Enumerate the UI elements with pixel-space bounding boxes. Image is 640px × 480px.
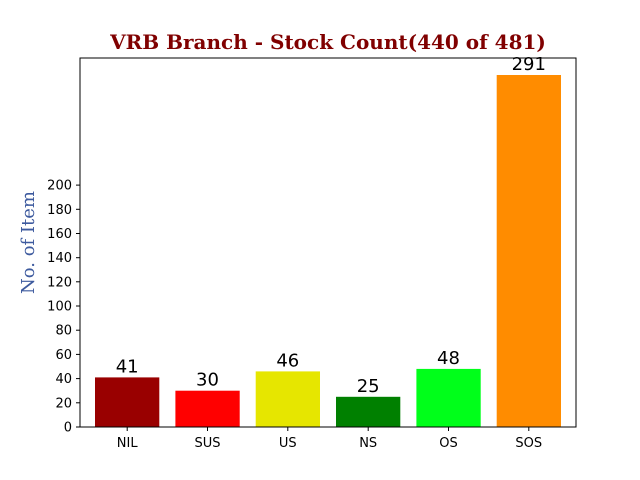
- bar-os: [416, 368, 481, 427]
- bar-nil: [95, 377, 160, 427]
- y-tick-label: 60: [55, 348, 72, 363]
- data-label-sos: 291: [512, 54, 546, 75]
- data-label-nil: 41: [116, 356, 139, 377]
- x-tick-label: NS: [359, 436, 377, 451]
- x-tick-label: NIL: [117, 436, 139, 451]
- y-tick-label: 80: [55, 324, 72, 339]
- y-tick-label: 120: [47, 275, 72, 290]
- x-tick-label: US: [279, 436, 297, 451]
- axes-frame: [79, 57, 577, 428]
- chart-title: VRB Branch - Stock Count(440 of 481): [109, 30, 546, 54]
- x-tick-label: SOS: [515, 436, 542, 451]
- x-tick-label: OS: [439, 436, 457, 451]
- data-label-ns: 25: [357, 376, 380, 397]
- y-axis-label: No. of Item: [18, 191, 39, 294]
- x-tick-label: SUS: [194, 436, 220, 451]
- y-tick-label: 0: [64, 421, 72, 436]
- plot-area: 41 NIL 30 SUS 46 US 25 NS 48 OS 291 SOS 0 20 40 60 80 100…: [47, 54, 577, 451]
- y-tick-label: 200: [47, 179, 72, 194]
- bar-ns: [336, 396, 401, 427]
- y-tick-label: 140: [47, 251, 72, 266]
- y-tick-label: 40: [55, 372, 72, 387]
- y-tick-label: 160: [47, 227, 72, 242]
- y-tick-label: 180: [47, 203, 72, 218]
- data-label-os: 48: [437, 348, 460, 369]
- data-label-sus: 30: [196, 370, 219, 391]
- data-label-us: 46: [276, 350, 299, 371]
- bar-us: [255, 371, 320, 427]
- bar-sus: [175, 390, 240, 427]
- bar-sos: [496, 75, 561, 427]
- y-tick-label: 20: [55, 396, 72, 411]
- y-tick-label: 100: [47, 300, 72, 315]
